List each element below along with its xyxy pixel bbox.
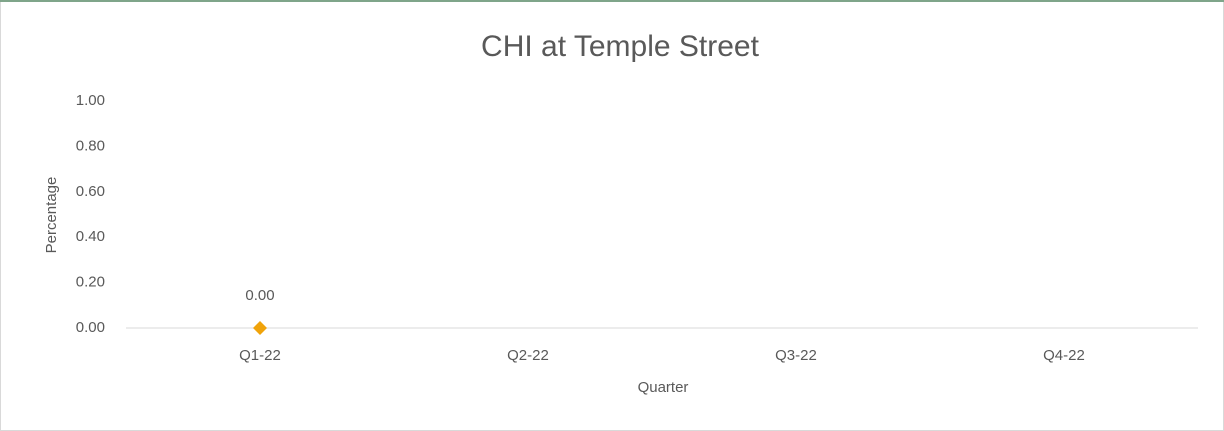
y-tick-label: 0.60 — [76, 183, 105, 200]
y-axis-label: Percentage — [43, 177, 60, 254]
x-axis-label: Quarter — [638, 379, 689, 396]
x-tick-label: Q3-22 — [775, 347, 817, 364]
data-label: 0.00 — [245, 287, 274, 304]
x-tick-label: Q2-22 — [507, 347, 549, 364]
y-tick-label: 0.40 — [76, 228, 105, 245]
x-tick-label: Q4-22 — [1043, 347, 1085, 364]
chart-title: CHI at Temple Street — [481, 30, 760, 63]
marker — [253, 321, 267, 335]
x-tick-label: Q1-22 — [239, 347, 281, 364]
y-tick-label: 0.20 — [76, 274, 105, 291]
y-tick-label: 0.80 — [76, 137, 105, 154]
y-tick-label: 1.00 — [76, 92, 105, 109]
y-tick-label: 0.00 — [76, 319, 105, 336]
